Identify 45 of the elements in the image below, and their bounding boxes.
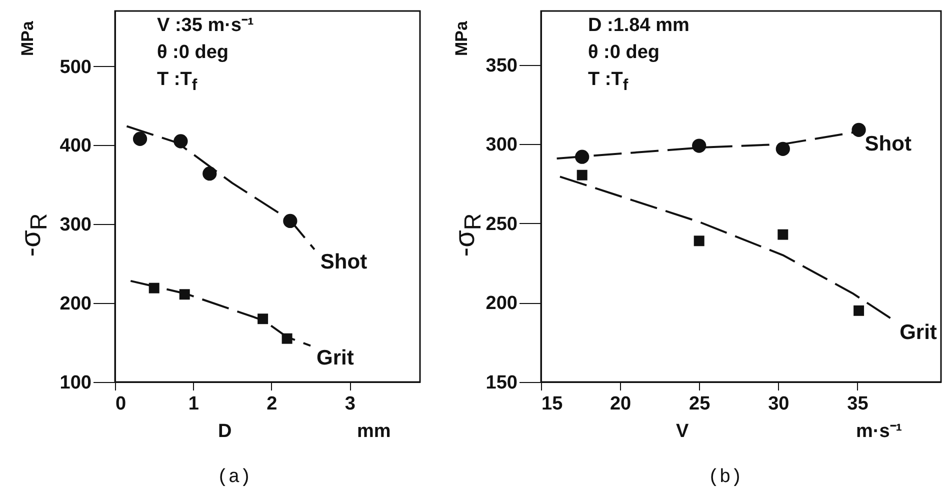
- y-tick-label: 300: [60, 214, 92, 236]
- line-series: [130, 280, 312, 347]
- point: [692, 138, 706, 153]
- text: m·s⁻¹: [856, 421, 902, 442]
- line-series: [126, 125, 316, 250]
- text: mm: [357, 421, 391, 442]
- text: (a): [217, 466, 252, 488]
- y-tick-label: 400: [60, 136, 92, 157]
- annotation: T :T$_{f}$: [588, 68, 628, 96]
- point: [852, 122, 866, 137]
- y-tick-label: 200: [60, 294, 92, 315]
- y-tick-label: 500: [60, 56, 92, 78]
- annotation: T :T$_{f}$: [157, 68, 198, 96]
- series-label: Grit: [316, 346, 354, 370]
- point: [854, 305, 864, 316]
- y-tick-label: 200: [486, 293, 518, 314]
- x-tick-label: 0: [116, 394, 126, 414]
- y-tick-label: 250: [486, 214, 518, 235]
- y-tick-label: 300: [486, 134, 518, 156]
- x-tick-label: 30: [768, 394, 790, 414]
- x-tick-label: 3: [344, 394, 356, 414]
- x-tick-label: 1: [188, 394, 200, 414]
- series-label: Grit: [900, 321, 937, 344]
- point: [576, 170, 588, 180]
- text: MPa: [452, 21, 471, 56]
- annotation: θ :0 deg: [157, 41, 229, 65]
- series-label: Shot: [320, 250, 368, 274]
- text: MPa: [18, 21, 37, 56]
- annotation: θ :0 deg: [588, 41, 660, 65]
- point: [778, 229, 788, 240]
- text: (b): [708, 466, 742, 488]
- x-tick-label: 25: [689, 394, 711, 414]
- x-axis-title: D: [218, 421, 232, 442]
- x-tick-label: 15: [542, 394, 564, 414]
- x-axis-title: V: [676, 421, 689, 442]
- x-tick-label: 20: [610, 394, 632, 414]
- y-tick-label: 350: [486, 55, 518, 76]
- y-tick-label: 100: [60, 372, 92, 394]
- annotation: D :1.84 mm: [588, 14, 690, 38]
- y-tick-label: 150: [486, 372, 518, 394]
- x-tick-label: 2: [266, 394, 278, 414]
- x-tick-label: 35: [847, 394, 869, 414]
- series-label: Shot: [864, 132, 912, 156]
- annotation: V :35 m·s⁻¹: [157, 14, 254, 38]
- point: [694, 236, 704, 246]
